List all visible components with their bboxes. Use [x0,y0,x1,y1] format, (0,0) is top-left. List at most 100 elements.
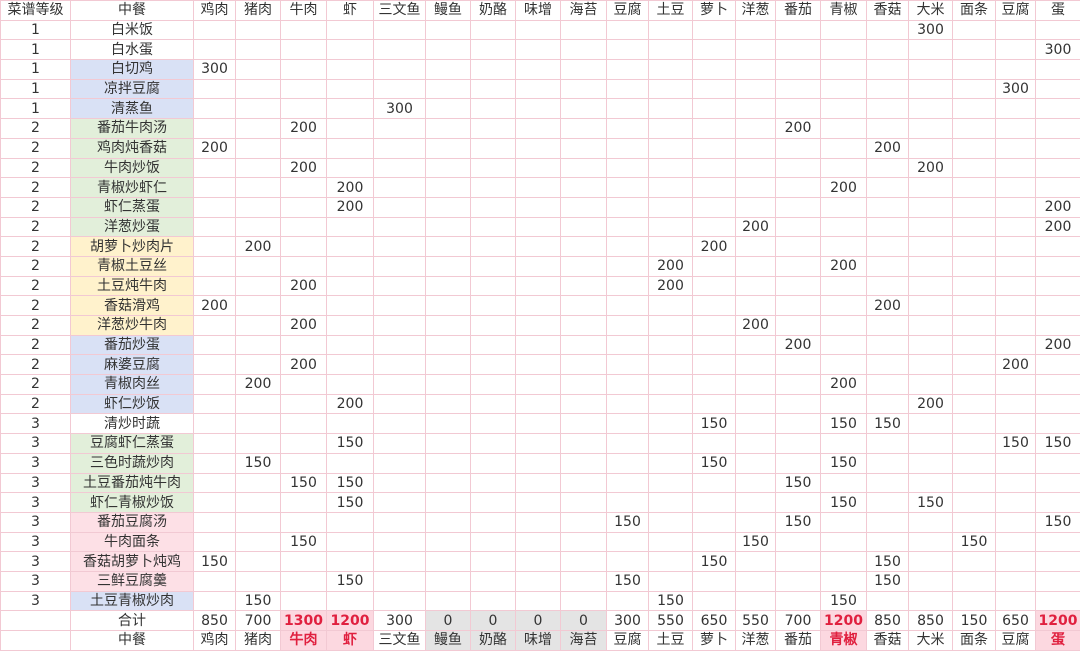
amount-cell [516,414,561,434]
amount-cell [1036,178,1080,198]
amount-cell [1036,591,1080,611]
amount-cell [953,453,996,473]
amount-cell: 200 [281,276,327,296]
dish-cell: 虾仁蒸蛋 [71,197,194,217]
amount-cell [281,571,327,591]
total-cell: 0 [516,611,561,631]
amount-cell [736,138,776,158]
amount-cell [693,217,736,237]
amount-cell [471,552,516,572]
amount-cell [1036,158,1080,178]
amount-cell [1036,355,1080,375]
amount-cell [426,119,471,139]
amount-cell [867,493,909,513]
amount-cell [996,512,1036,532]
amount-cell: 200 [194,138,236,158]
amount-cell [561,512,607,532]
amount-cell [736,394,776,414]
level-cell: 2 [1,355,71,375]
amount-cell [374,138,426,158]
amount-cell [374,414,426,434]
amount-cell [649,414,693,434]
level-cell: 2 [1,237,71,257]
amount-cell [909,138,953,158]
amount-cell [996,99,1036,119]
amount-cell [776,217,821,237]
amount-cell [649,453,693,473]
amount-cell [821,217,867,237]
level-cell: 2 [1,138,71,158]
dish-cell: 虾仁青椒炒饭 [71,493,194,513]
level-cell: 3 [1,414,71,434]
amount-cell [1036,256,1080,276]
blank-cell [1,611,71,631]
dish-cell: 鸡肉炖香菇 [71,138,194,158]
amount-cell: 150 [736,532,776,552]
amount-cell [996,276,1036,296]
amount-cell [327,375,374,395]
column-footer: 香菇 [867,631,909,651]
amount-cell: 200 [776,119,821,139]
column-header: 香菇 [867,1,909,21]
amount-cell [953,158,996,178]
amount-cell [516,316,561,336]
amount-cell: 200 [736,217,776,237]
amount-cell [649,178,693,198]
amount-cell [281,217,327,237]
amount-cell: 200 [693,237,736,257]
amount-cell [471,158,516,178]
amount-cell [471,316,516,336]
amount-cell [194,591,236,611]
dish-cell: 白切鸡 [71,60,194,80]
amount-cell [236,119,281,139]
amount-cell [374,493,426,513]
amount-cell [607,276,649,296]
amount-cell [426,414,471,434]
amount-cell [953,335,996,355]
amount-cell [327,158,374,178]
level-cell: 2 [1,316,71,336]
amount-cell [649,493,693,513]
amount-cell [821,316,867,336]
amount-cell [996,158,1036,178]
amount-cell [471,493,516,513]
amount-cell [953,493,996,513]
dish-cell: 虾仁炒饭 [71,394,194,414]
column-footer: 三文鱼 [374,631,426,651]
amount-cell [607,99,649,119]
amount-cell [426,99,471,119]
amount-cell: 300 [1036,40,1080,60]
level-cell: 3 [1,512,71,532]
amount-cell [776,355,821,375]
amount-cell [426,197,471,217]
dish-cell: 土豆炖牛肉 [71,276,194,296]
amount-cell: 200 [236,237,281,257]
total-cell: 650 [693,611,736,631]
amount-cell: 200 [1036,335,1080,355]
amount-cell [693,138,736,158]
amount-cell [374,355,426,375]
amount-cell [561,414,607,434]
amount-cell [1036,119,1080,139]
amount-cell [327,40,374,60]
level-cell: 3 [1,552,71,572]
amount-cell [867,335,909,355]
amount-cell [374,79,426,99]
amount-cell [649,571,693,591]
amount-cell [516,20,561,40]
amount-cell [776,532,821,552]
amount-cell: 200 [1036,197,1080,217]
amount-cell [607,335,649,355]
amount-cell [374,552,426,572]
amount-cell [281,138,327,158]
amount-cell [327,99,374,119]
amount-cell [426,178,471,198]
dish-cell: 牛肉面条 [71,532,194,552]
